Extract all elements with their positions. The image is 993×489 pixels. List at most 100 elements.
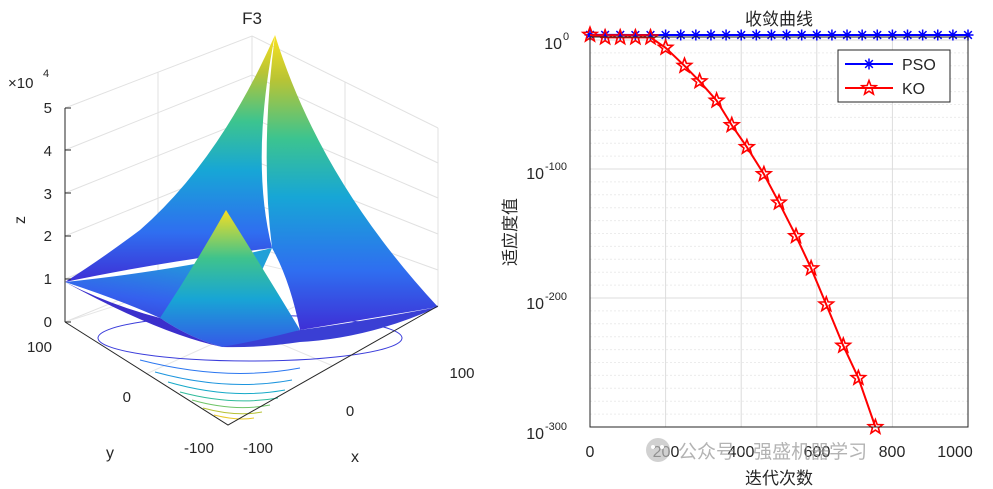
z-axis-label: z (12, 216, 29, 224)
y-tick: 10 -200 (526, 291, 567, 313)
x-tick-label: 0 (586, 444, 595, 461)
asterisk-marker (902, 29, 914, 41)
asterisk-marker (856, 29, 868, 41)
legend: PSO KO (837, 49, 951, 103)
y-tick-label: 100 (27, 339, 52, 356)
asterisk-marker (947, 29, 959, 41)
pentagram-marker (625, 27, 645, 46)
legend-marker-pso (863, 58, 875, 70)
pentagram-marker (656, 37, 675, 56)
z-tick-label: 3 (44, 186, 52, 203)
legend-box (837, 49, 951, 103)
pentagram-marker (722, 115, 742, 134)
x-tick-label: 600 (804, 444, 831, 461)
pentagram-marker (833, 335, 853, 354)
pentagram-marker (786, 226, 806, 244)
surface-plot: 0 1 2 3 4 5 ×10 4 z 100 0 -100 y -100 0 … (8, 9, 475, 466)
asterisk-marker (614, 29, 626, 41)
z-exponent: ×10 4 (8, 68, 49, 92)
pentagram-marker (866, 417, 885, 435)
x-axis-ticks: -100 0 100 (243, 365, 475, 457)
z-tick-label: 0 (44, 314, 52, 331)
y-tick: 10 -300 (526, 421, 567, 443)
z-axis-ticks: 0 1 2 3 4 5 (44, 100, 71, 331)
y-tick-exp: -100 (545, 161, 567, 173)
axis-lines (64, 108, 439, 426)
asterisk-marker (811, 29, 823, 41)
asterisk-marker (629, 29, 641, 41)
watermark-text: 公众号 · 强盛机器学习 (678, 441, 867, 463)
y-axis-ticks: 100 0 -100 (27, 339, 214, 457)
watermark: 公众号 · 强盛机器学习 (646, 438, 867, 463)
asterisk-marker (932, 29, 944, 41)
x-tick-label: 100 (449, 365, 474, 382)
legend-label-ko: KO (902, 81, 925, 98)
y-tick-base: 10 (526, 166, 544, 183)
asterisk-marker (720, 29, 732, 41)
surface-title: F3 (242, 9, 262, 28)
pentagram-marker (707, 90, 727, 109)
x-tick-label: -100 (243, 440, 273, 457)
y-tick-base: 10 (526, 426, 544, 443)
exponent-label: ×10 (8, 75, 33, 92)
x-axis-label: x (351, 449, 359, 466)
asterisk-marker (735, 29, 747, 41)
legend-entry-ko: KO (845, 78, 925, 98)
wechat-icon-eye (651, 445, 655, 449)
y-axis-ticks: 10 0 10 -100 10 -200 10 -300 (526, 31, 569, 443)
asterisk-marker (871, 29, 883, 41)
pentagram-marker (641, 27, 660, 46)
y-tick-exp: -200 (545, 291, 567, 303)
asterisk-marker (917, 29, 929, 41)
wechat-icon-eye (660, 445, 664, 449)
pentagram-marker (816, 294, 836, 313)
asterisk-marker (826, 29, 838, 41)
asterisk-marker (765, 29, 777, 41)
surface-mesh (65, 35, 438, 348)
asterisk-marker (644, 29, 656, 41)
x-tick-label: 800 (879, 444, 906, 461)
y-axis-label: 适应度值 (501, 198, 521, 266)
pentagram-marker (769, 192, 789, 211)
asterisk-marker (841, 29, 853, 41)
asterisk-marker (886, 29, 898, 41)
asterisk-marker (781, 29, 793, 41)
pentagram-marker (675, 56, 694, 74)
pentagram-marker (690, 71, 709, 90)
y-tick-exp: 0 (563, 31, 569, 43)
pentagram-marker (849, 368, 868, 386)
y-tick: 10 0 (544, 31, 569, 53)
x-axis-label: 迭代次数 (745, 469, 813, 489)
z-tick-label: 1 (44, 271, 52, 288)
asterisk-marker (675, 29, 687, 41)
y-tick-base: 10 (526, 296, 544, 313)
pentagram-marker (754, 164, 774, 183)
convergence-plot: 10 0 10 -100 10 -200 10 -300 0 200 400 6… (501, 10, 974, 489)
legend-entry-pso: PSO (845, 57, 936, 74)
y-tick: 10 -100 (526, 161, 567, 183)
x-tick-label: 0 (346, 403, 354, 420)
z-tick-label: 4 (44, 143, 52, 160)
y-axis-label: y (106, 445, 114, 462)
wechat-icon (646, 438, 670, 462)
asterisk-marker (962, 29, 974, 41)
z-tick-label: 5 (44, 100, 52, 117)
x-tick-label: 400 (728, 444, 755, 461)
plot-frame (589, 36, 969, 428)
asterisk-marker (750, 29, 762, 41)
pentagram-marker (801, 258, 821, 277)
y-tick-label: 0 (123, 389, 131, 406)
convergence-title: 收敛曲线 (745, 10, 813, 30)
legend-marker-ko (859, 78, 879, 96)
pentagram-marker (737, 137, 757, 155)
exponent-power: 4 (43, 68, 49, 80)
x-tick-label: 1000 (937, 444, 973, 461)
pentagram-marker (859, 78, 879, 96)
asterisk-marker (690, 29, 702, 41)
pentagram-marker (595, 27, 615, 46)
y-tick-exp: -300 (545, 421, 567, 433)
pentagram-marker (610, 27, 630, 46)
asterisk-marker (660, 29, 672, 41)
asterisk-marker (863, 58, 875, 70)
